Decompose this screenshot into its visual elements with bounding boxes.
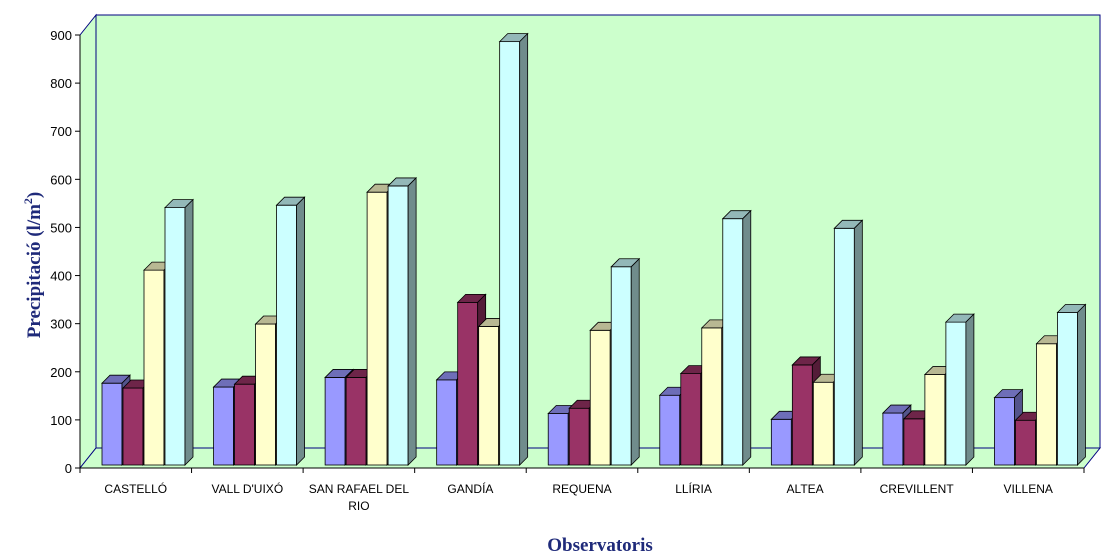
bar-front <box>1015 419 1036 466</box>
bar-front <box>568 407 590 466</box>
bar-front <box>659 394 681 466</box>
bar-side <box>296 196 305 466</box>
bars <box>101 32 1087 466</box>
bar-side <box>184 198 194 466</box>
bar <box>387 176 418 466</box>
y-tick-label: 100 <box>50 413 72 428</box>
y-axis-title-close: ) <box>24 192 45 198</box>
bar-front <box>701 327 723 466</box>
y-axis-title-text: Precipitació (l/m <box>24 204 45 338</box>
bar-front <box>722 218 744 466</box>
category-label: REQUENA <box>552 482 611 496</box>
bar <box>610 257 641 466</box>
bar-front <box>255 323 276 466</box>
bar-front <box>345 377 367 466</box>
bar-front <box>478 326 500 466</box>
bar-front <box>143 269 165 466</box>
bar-front <box>276 204 297 466</box>
bar-front <box>833 227 855 466</box>
bar-side <box>965 313 975 466</box>
bar-front <box>164 207 186 466</box>
bar-side <box>630 257 640 466</box>
bar-front <box>994 397 1015 466</box>
bar-side <box>853 219 863 466</box>
bar-front <box>122 387 144 466</box>
bar-front <box>457 301 479 466</box>
bar-front <box>547 413 569 466</box>
bar-front <box>499 41 521 466</box>
bar-front <box>324 377 346 466</box>
bar-front <box>903 418 925 466</box>
y-axis-title-superscript: 2 <box>21 198 35 204</box>
category-label: CASTELLÓ <box>104 481 167 496</box>
y-tick-label: 0 <box>65 461 72 476</box>
bar-front <box>213 386 234 466</box>
x-axis-title: Observatoris <box>547 535 653 556</box>
bar <box>498 32 529 466</box>
bar-front <box>791 364 813 466</box>
y-tick-label: 200 <box>50 365 72 380</box>
y-axis-title: Precipitació (l/m2) <box>21 192 45 339</box>
side-wall <box>79 13 97 470</box>
category-label: SAN RAFAEL DEL <box>309 482 410 496</box>
bar-side <box>407 176 417 466</box>
y-tick-label: 400 <box>50 269 72 284</box>
bar-front <box>366 191 388 466</box>
category-label: RIO <box>348 499 369 513</box>
y-tick-label: 800 <box>50 76 72 91</box>
y-axis: 0 100 200 300 400 500 600 700 800 900 <box>50 28 81 476</box>
y-tick-label: 700 <box>50 124 72 139</box>
bar-front <box>680 373 702 466</box>
category-label: LLÍRIA <box>675 481 712 496</box>
bar <box>164 198 194 466</box>
bar-front <box>589 329 611 466</box>
category-label: GANDÍA <box>447 481 493 496</box>
bar-side <box>519 32 529 466</box>
bar <box>721 209 752 466</box>
y-tick-label: 500 <box>50 220 72 235</box>
bar <box>275 196 306 466</box>
category-label: ALTEA <box>787 482 824 496</box>
category-label: CREVILLENT <box>880 482 955 496</box>
x-axis: CASTELLÓ VALL D'UIXÓ SAN RAFAEL DEL RIO GAND… <box>79 467 1085 513</box>
bar-front <box>812 381 834 466</box>
bar-front <box>436 379 458 466</box>
bar <box>1056 303 1087 466</box>
bar-front <box>234 383 255 466</box>
bar-front <box>1057 312 1078 466</box>
bar-side <box>742 209 752 466</box>
bar-side <box>1077 303 1086 466</box>
bar <box>833 219 864 466</box>
y-tick-label: 900 <box>50 28 72 43</box>
bar-front <box>770 418 792 466</box>
category-label: VILLENA <box>1004 482 1053 496</box>
bar-front <box>387 185 409 466</box>
bar-front <box>924 374 946 466</box>
bar-front <box>610 266 632 466</box>
category-label: VALL D'UIXÓ <box>212 481 284 496</box>
bar-front <box>882 412 904 466</box>
y-tick-label: 300 <box>50 317 72 332</box>
bar <box>944 313 975 466</box>
bar-front <box>101 382 123 466</box>
bar-front <box>1036 343 1057 466</box>
bar-front <box>945 321 967 466</box>
y-tick-label: 600 <box>50 172 72 187</box>
